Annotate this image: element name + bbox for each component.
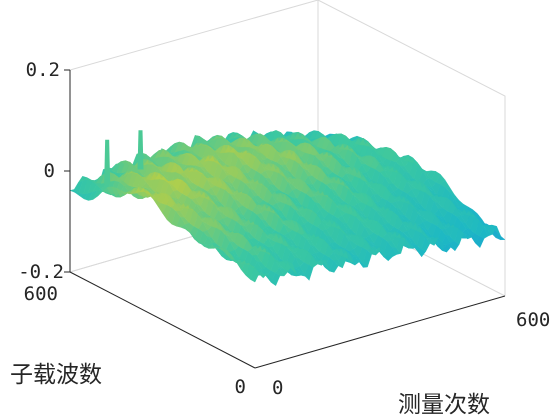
surface-spike (104, 139, 111, 185)
z-tick-label: 0 (44, 160, 55, 182)
x-tick-label: 600 (516, 309, 550, 331)
surface-patch (383, 255, 393, 262)
z-tick-label: -0.2 (18, 261, 64, 283)
y-axis-label: 子载波数 (10, 362, 102, 388)
axis-lines (64, 69, 506, 369)
x-tick-label: 0 (272, 377, 283, 399)
y-tick-label: 600 (24, 283, 58, 305)
z-tick-label: 0.2 (26, 59, 60, 81)
x-axis-label: 测量次数 (398, 392, 490, 418)
surface-spike (137, 130, 144, 170)
surface-mesh (69, 130, 506, 286)
y-tick-label: 0 (235, 376, 246, 398)
surface-patch (496, 231, 506, 241)
